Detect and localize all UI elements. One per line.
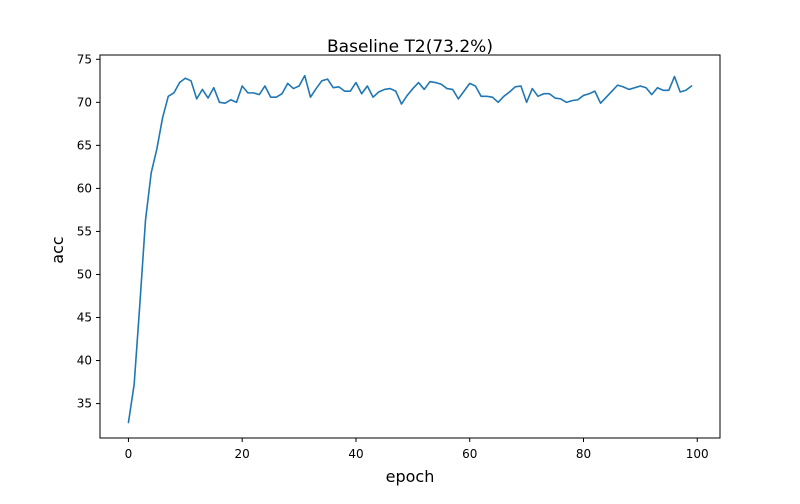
x-axis: 0 20 40 60 80 100 bbox=[125, 438, 709, 461]
x-tick-label: 100 bbox=[686, 447, 709, 461]
y-tick-label: 70 bbox=[77, 95, 92, 109]
x-tick-label: 60 bbox=[462, 447, 477, 461]
series-line-0 bbox=[127, 74, 693, 424]
y-tick-label: 40 bbox=[77, 354, 92, 368]
y-tick-label: 60 bbox=[77, 181, 92, 195]
y-tick-label: 75 bbox=[77, 52, 92, 66]
y-tick-label: 45 bbox=[77, 311, 92, 325]
x-tick-label: 20 bbox=[235, 447, 250, 461]
x-tick-label: 40 bbox=[348, 447, 363, 461]
y-axis-label: acc bbox=[48, 236, 67, 263]
x-axis-label: epoch bbox=[386, 467, 435, 486]
y-axis: 35 40 45 50 55 60 65 70 75 bbox=[77, 52, 100, 411]
plot-frame bbox=[99, 54, 721, 439]
y-tick-label: 65 bbox=[77, 138, 92, 152]
chart-title: Baseline T2(73.2%) bbox=[327, 37, 493, 57]
y-tick-label: 50 bbox=[77, 267, 92, 281]
x-tick-label: 0 bbox=[125, 447, 133, 461]
y-tick-label: 35 bbox=[77, 397, 92, 411]
x-tick-label: 80 bbox=[576, 447, 591, 461]
y-tick-label: 55 bbox=[77, 224, 92, 238]
